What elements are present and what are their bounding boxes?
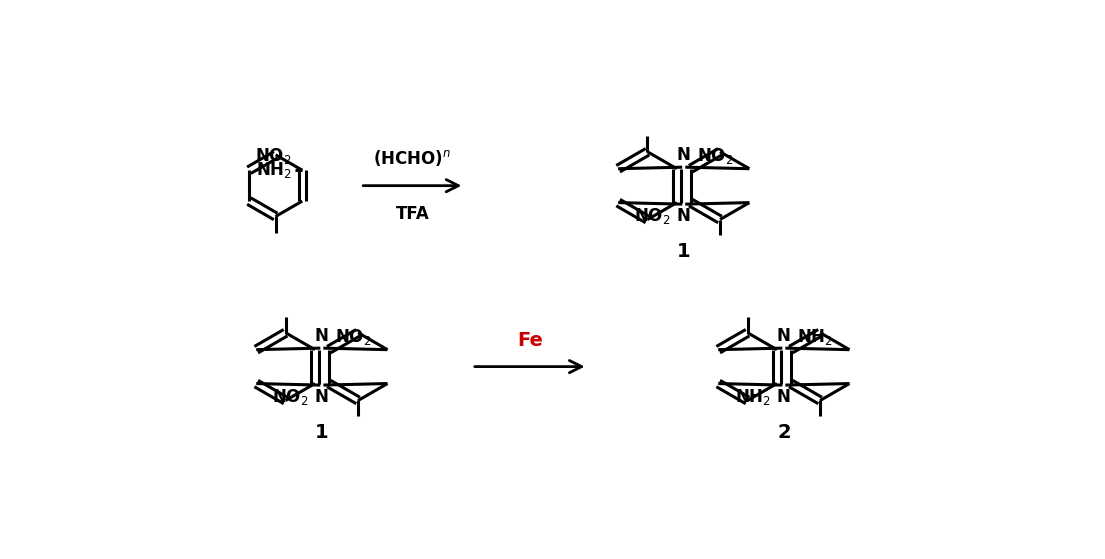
Text: NO$_2$: NO$_2$ [634, 206, 671, 226]
Text: NH$_2$: NH$_2$ [735, 387, 771, 406]
Text: N: N [315, 327, 329, 345]
Text: NO$_2$: NO$_2$ [272, 387, 308, 406]
Text: 1: 1 [677, 243, 691, 262]
Text: N: N [676, 146, 691, 164]
Text: N: N [777, 327, 791, 345]
Text: N: N [777, 388, 791, 406]
Text: NO$_2$: NO$_2$ [335, 326, 371, 347]
Text: (HCHO)$^n$: (HCHO)$^n$ [373, 148, 451, 168]
Text: TFA: TFA [396, 205, 429, 223]
Text: Fe: Fe [517, 331, 543, 350]
Text: N: N [315, 388, 329, 406]
Text: 2: 2 [777, 423, 791, 442]
Text: N: N [676, 207, 691, 225]
Text: NO$_2$: NO$_2$ [255, 146, 292, 165]
Text: NH$_2$: NH$_2$ [797, 326, 833, 347]
Text: NH$_2$: NH$_2$ [255, 160, 292, 180]
Text: NO$_2$: NO$_2$ [697, 146, 734, 165]
Text: 1: 1 [315, 423, 328, 442]
